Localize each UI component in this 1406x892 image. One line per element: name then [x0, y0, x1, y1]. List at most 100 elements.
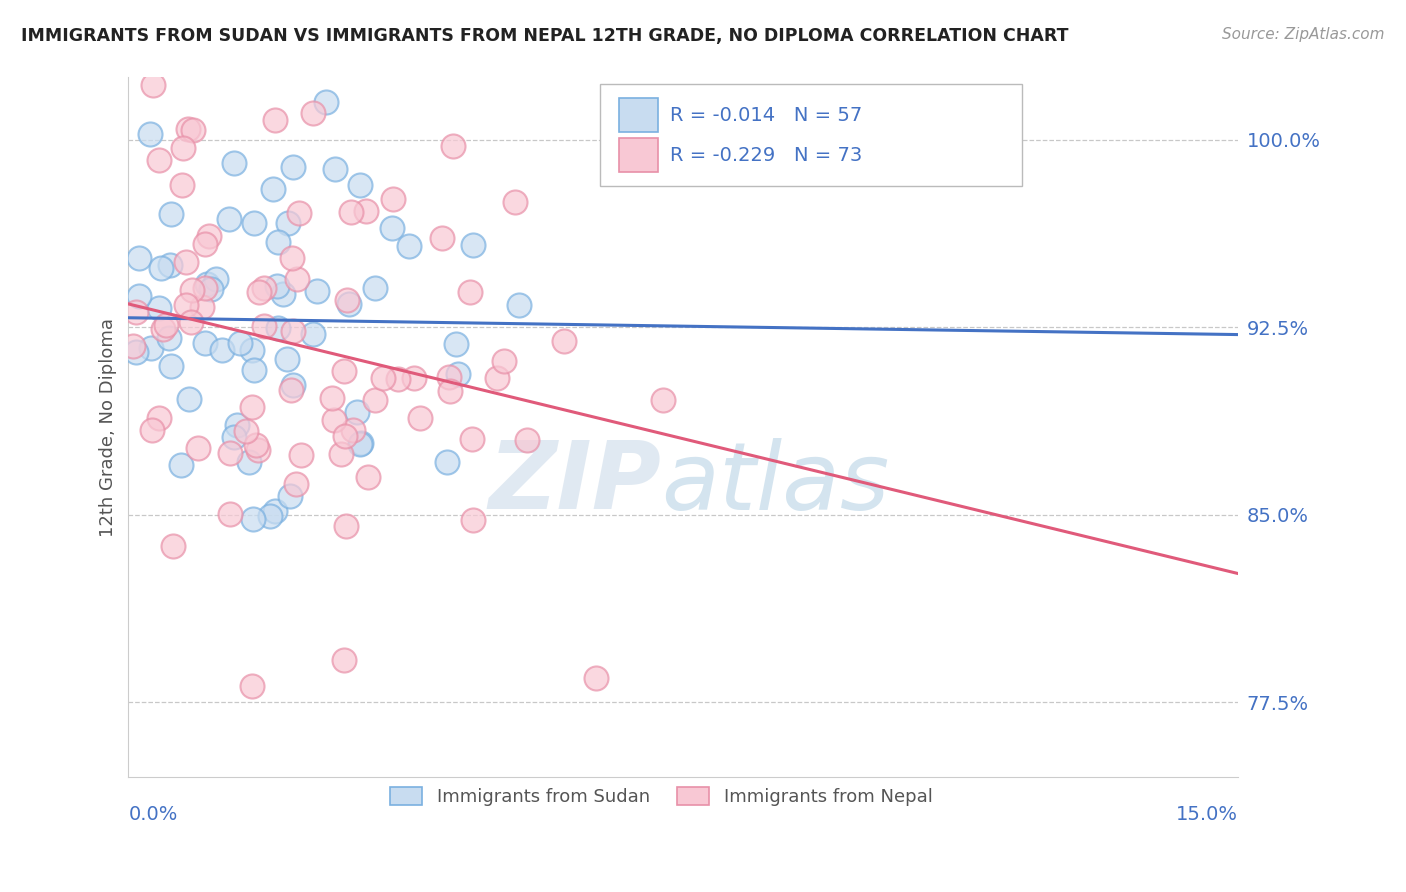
Text: R = -0.229   N = 73: R = -0.229 N = 73: [671, 145, 862, 165]
Point: [302, 106, 325, 120]
Point: [150, 260, 173, 275]
Point: [437, 370, 460, 384]
Point: [124, 344, 146, 359]
Point: [240, 343, 263, 357]
Point: [224, 156, 246, 170]
Text: ZIP: ZIP: [488, 437, 661, 529]
Point: [387, 371, 409, 385]
Point: [323, 413, 346, 427]
Point: [381, 221, 404, 235]
Point: [364, 281, 387, 295]
Point: [125, 305, 148, 319]
Point: [441, 138, 464, 153]
Point: [323, 161, 346, 176]
Point: [271, 287, 294, 301]
Point: [160, 206, 183, 220]
Point: [315, 95, 337, 109]
Point: [398, 239, 420, 253]
Point: [447, 367, 470, 381]
Point: [281, 324, 304, 338]
Point: [190, 300, 212, 314]
Point: [240, 400, 263, 414]
Point: [194, 236, 217, 251]
Text: IMMIGRANTS FROM SUDAN VS IMMIGRANTS FROM NEPAL 12TH GRADE, NO DIPLOMA CORRELATIO: IMMIGRANTS FROM SUDAN VS IMMIGRANTS FROM…: [21, 27, 1069, 45]
Point: [226, 418, 249, 433]
Point: [402, 371, 425, 385]
Legend: Immigrants from Sudan, Immigrants from Nepal: Immigrants from Sudan, Immigrants from N…: [382, 780, 941, 814]
Y-axis label: 12th Grade, No Diploma: 12th Grade, No Diploma: [100, 318, 117, 537]
Point: [211, 343, 233, 357]
Point: [194, 281, 217, 295]
Point: [364, 392, 387, 407]
FancyBboxPatch shape: [600, 85, 1022, 186]
Point: [281, 252, 304, 266]
Point: [195, 277, 218, 291]
Point: [485, 371, 508, 385]
Point: [409, 411, 432, 425]
Point: [266, 320, 288, 334]
Bar: [619, 138, 658, 172]
Point: [174, 298, 197, 312]
Point: [139, 127, 162, 141]
Point: [458, 285, 481, 299]
Point: [461, 513, 484, 527]
Point: [335, 519, 357, 533]
Point: [142, 78, 165, 92]
Point: [176, 122, 198, 136]
Point: [172, 178, 194, 193]
Point: [224, 429, 246, 443]
Point: [277, 216, 299, 230]
Point: [349, 178, 371, 193]
Point: [278, 490, 301, 504]
Point: [243, 216, 266, 230]
Point: [333, 429, 356, 443]
Point: [235, 424, 257, 438]
Point: [354, 204, 377, 219]
Point: [285, 271, 308, 285]
Point: [174, 255, 197, 269]
Point: [204, 272, 226, 286]
Point: [128, 288, 150, 302]
Text: atlas: atlas: [661, 438, 890, 529]
Point: [148, 301, 170, 315]
Point: [242, 511, 264, 525]
Point: [238, 455, 260, 469]
Point: [585, 671, 607, 685]
Point: [243, 363, 266, 377]
Point: [321, 391, 343, 405]
Point: [337, 296, 360, 310]
Point: [446, 337, 468, 351]
Point: [128, 251, 150, 265]
Point: [152, 322, 174, 336]
Point: [284, 477, 307, 491]
Text: 15.0%: 15.0%: [1177, 805, 1239, 824]
Point: [177, 392, 200, 407]
Point: [247, 285, 270, 300]
Point: [463, 238, 485, 252]
Point: [245, 438, 267, 452]
Point: [340, 204, 363, 219]
Point: [516, 433, 538, 447]
Point: [508, 298, 530, 312]
Point: [333, 364, 356, 378]
Point: [253, 280, 276, 294]
Point: [148, 153, 170, 167]
Point: [180, 315, 202, 329]
Point: [187, 441, 209, 455]
Point: [172, 141, 194, 155]
Point: [280, 383, 302, 397]
Point: [122, 339, 145, 353]
Point: [342, 423, 364, 437]
Point: [160, 359, 183, 373]
Point: [219, 446, 242, 460]
Point: [439, 384, 461, 399]
Point: [139, 341, 162, 355]
Point: [553, 334, 575, 348]
Point: [503, 194, 526, 209]
Point: [155, 318, 177, 332]
Point: [194, 335, 217, 350]
Point: [305, 284, 328, 298]
Point: [382, 193, 405, 207]
Point: [183, 123, 205, 137]
Point: [335, 293, 357, 307]
